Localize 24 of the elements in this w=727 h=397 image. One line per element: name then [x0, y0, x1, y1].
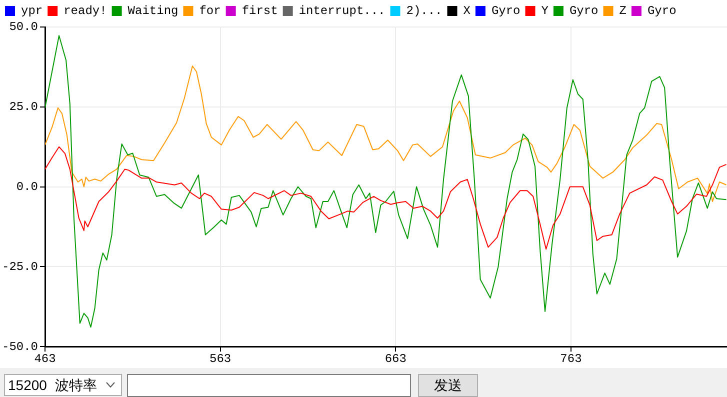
legend-label: Y	[541, 4, 548, 18]
y-tick-label: -50.0	[2, 340, 38, 354]
x-tick-label: 763	[560, 352, 582, 366]
legend-label: Gyro	[491, 4, 520, 18]
legend-label: X	[463, 4, 470, 18]
legend-label: ready!	[64, 4, 107, 18]
legend-label: for	[199, 4, 221, 18]
y-tick-label: 25.0	[9, 100, 38, 114]
baud-rate-dropdown: 15200 波特率	[4, 374, 122, 396]
x-tick-label: 463	[34, 352, 56, 366]
legend-label: Gyro	[647, 4, 676, 18]
y-tick-label: 0.0	[16, 180, 38, 194]
y-tick-label: -25.0	[2, 260, 38, 274]
y-tick-label: 50.0	[9, 20, 38, 34]
legend-label: Z	[619, 4, 626, 18]
legend-label: Gyro	[569, 4, 598, 18]
legend-label: ypr	[21, 4, 43, 18]
legend-label: first	[242, 4, 278, 18]
send-button: 发送	[418, 374, 478, 397]
legend-label: interrupt...	[298, 4, 386, 18]
x-tick-label: 663	[384, 352, 406, 366]
legend-label: Waiting	[128, 4, 178, 18]
legend-label: 2)...	[406, 4, 442, 18]
x-tick-label: 563	[210, 352, 232, 366]
